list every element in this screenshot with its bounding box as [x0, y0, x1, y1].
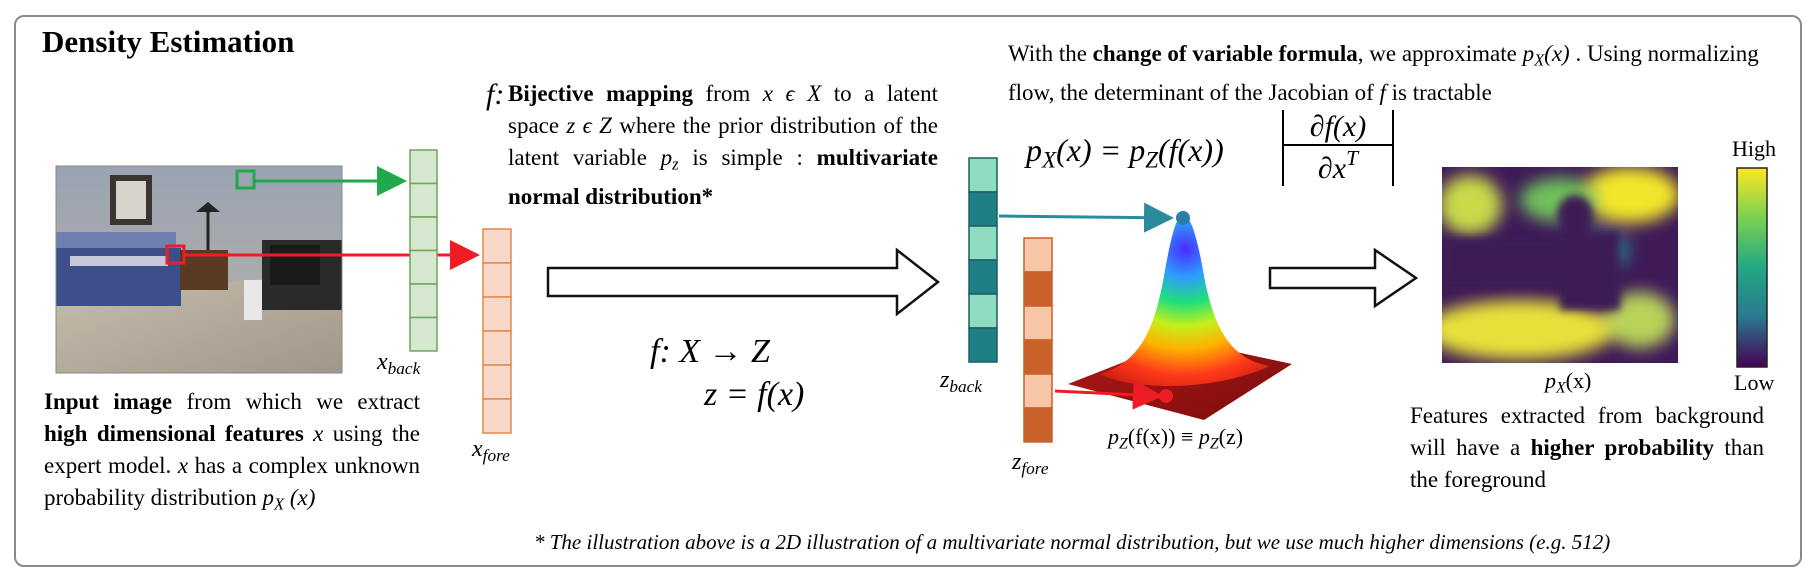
- xfore-col-cell: [482, 262, 512, 298]
- colorbar: [1736, 167, 1768, 368]
- gaussian-caption: pZ(f(x)) ≡ pZ(z): [1108, 424, 1244, 453]
- xfore-col-cell: [482, 398, 512, 434]
- xback-col-cell: [409, 249, 438, 285]
- bijective-mapping-arrow: [546, 247, 941, 317]
- jacobian-determinant: ∂f(x) ∂xT: [1282, 110, 1394, 186]
- peak-point: [1176, 211, 1190, 225]
- zback-col-cell: [968, 259, 998, 295]
- z-fore-latent-column: [1023, 237, 1053, 443]
- x-back-feature-column: [409, 149, 438, 352]
- zfore-col-cell: [1023, 271, 1053, 307]
- zback-col-cell: [968, 191, 998, 227]
- xback-col-cell: [409, 216, 438, 252]
- xfore-col-cell: [482, 364, 512, 400]
- output-arrow: [1268, 247, 1419, 309]
- mapping-formula-line1: f: X → Z: [650, 333, 770, 370]
- x-back-label: xback: [377, 349, 421, 378]
- z-back-to-peak-arrow: [998, 202, 1174, 233]
- change-of-variable-description: With the change of variable formula, we …: [1008, 41, 1759, 105]
- z-back-latent-column: [968, 157, 998, 363]
- z-fore-to-tail-arrow: [1054, 379, 1163, 410]
- foreground-patch-marker: [165, 244, 186, 265]
- tail-point: [1159, 389, 1173, 403]
- zfore-col-cell: [1023, 237, 1053, 273]
- zfore-col-cell: [1023, 407, 1053, 443]
- zfore-col-cell: [1023, 339, 1053, 375]
- figure-title: Density Estimation: [42, 24, 295, 59]
- zback-col-cell: [968, 293, 998, 329]
- mapping-description: f: Bijective mapping from x ϵ X to a lat…: [486, 78, 939, 209]
- x-fore-feature-column: [482, 228, 512, 434]
- x-fore-label: xfore: [472, 436, 510, 465]
- xback-col-cell: [409, 182, 438, 218]
- z-fore-label: zfore: [1012, 449, 1049, 478]
- zfore-col-cell: [1023, 305, 1053, 341]
- footnote: * The illustration above is a 2D illustr…: [534, 530, 1611, 554]
- change-of-variable-formula: pX(x) = pZ(f(x)): [1026, 132, 1224, 173]
- colorbar-low-label: Low: [1734, 370, 1775, 395]
- heatmap-caption: pX(x): [1545, 368, 1592, 397]
- z-back-label: zback: [940, 367, 982, 396]
- xfore-col-cell: [482, 330, 512, 366]
- zback-col-cell: [968, 327, 998, 363]
- xfore-col-cell: [482, 228, 512, 264]
- xback-col-cell: [409, 316, 438, 352]
- zback-col-cell: [968, 157, 998, 193]
- zback-col-cell: [968, 225, 998, 261]
- xback-col-cell: [409, 149, 438, 185]
- zfore-col-cell: [1023, 373, 1053, 409]
- input-image-description: Input image from which we extract high d…: [44, 389, 420, 514]
- xback-col-cell: [409, 283, 438, 319]
- xfore-col-cell: [482, 296, 512, 332]
- mapping-formula-line2: z = f(x): [704, 376, 805, 413]
- output-description: Features extracted from background will …: [1410, 403, 1764, 492]
- input-image: [55, 165, 343, 374]
- probability-heatmap: [1442, 167, 1678, 363]
- figure-frame: [14, 15, 1802, 567]
- colorbar-high-label: High: [1732, 136, 1776, 161]
- background-patch-marker: [235, 169, 256, 190]
- gaussian-surface: [1068, 215, 1292, 420]
